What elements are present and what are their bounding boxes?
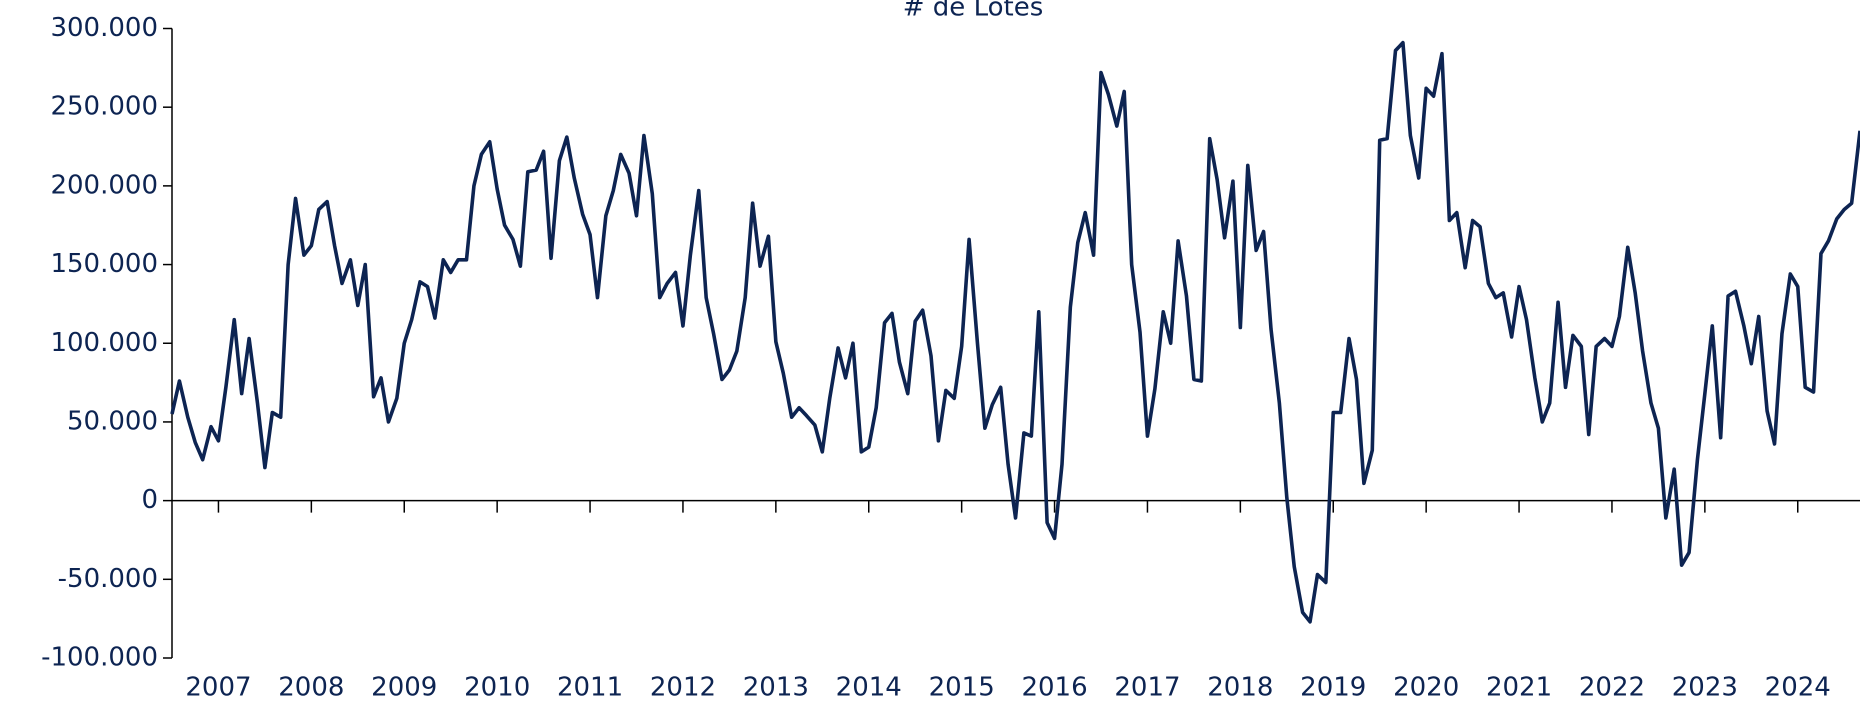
y-tick-label: 150.000 (50, 249, 158, 279)
y-tick-label: 200.000 (50, 170, 158, 200)
y-tick-label: 0 (141, 485, 158, 515)
x-tick-label: 2015 (929, 673, 995, 702)
y-tick-label: -50.000 (58, 564, 158, 594)
x-tick-label: 2017 (1114, 673, 1180, 702)
x-tick-label: 2022 (1579, 673, 1645, 702)
y-tick-label: -100.000 (41, 643, 158, 673)
x-tick-label: 2009 (371, 673, 437, 702)
x-tick-label: 2023 (1672, 673, 1738, 702)
x-tick-label: 2007 (185, 673, 251, 702)
y-tick-label: 250.000 (50, 92, 158, 122)
data-line (170, 40, 1860, 624)
x-tick-label: 2021 (1486, 673, 1552, 702)
x-tick-label: 2011 (557, 673, 623, 702)
x-tick-label: 2020 (1393, 673, 1459, 702)
x-tick-label: 2018 (1207, 673, 1273, 702)
x-tick-label: 2013 (743, 673, 809, 702)
x-tick-label: 2019 (1300, 673, 1366, 702)
x-tick-label: 2024 (1765, 673, 1831, 702)
x-tick-label: 2012 (650, 673, 716, 702)
chart-title: # de Lotes (903, 0, 1044, 23)
y-tick-label: 300.000 (50, 13, 158, 43)
x-tick-label: 2016 (1021, 673, 1087, 702)
x-tick-label: 2014 (836, 673, 902, 702)
y-tick-label: 100.000 (50, 328, 158, 358)
x-tick-label: 2010 (464, 673, 530, 702)
x-tick-label: 2008 (278, 673, 344, 702)
y-tick-label: 50.000 (67, 406, 158, 436)
